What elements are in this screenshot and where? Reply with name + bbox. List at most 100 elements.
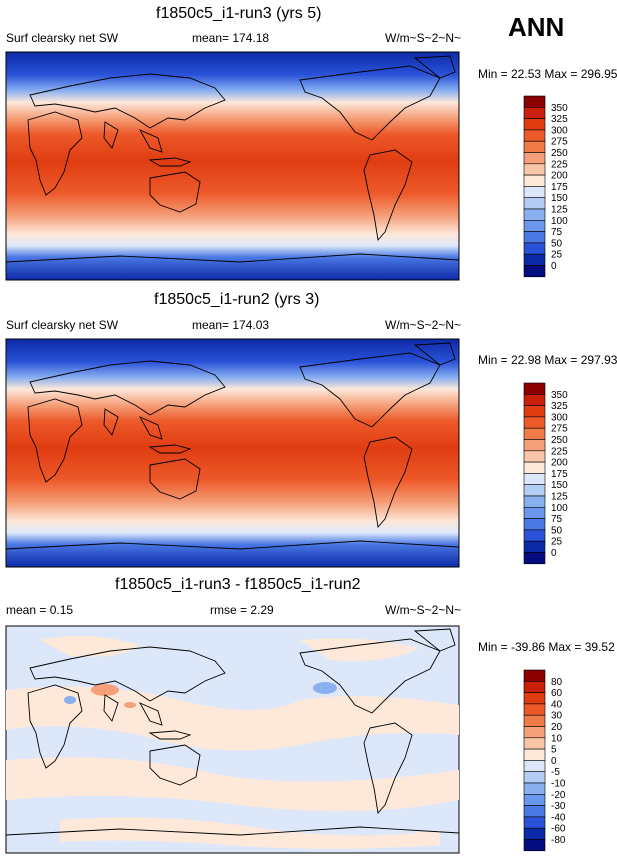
panel2-colorbar-tick-label: 25 [551,537,563,548]
panel1-colorbar-box [523,242,546,255]
panel1-colorbar-tick-label: 275 [551,137,568,148]
panel3-colorbar-box [523,793,546,806]
panel3-colorbar-box [523,805,546,818]
panel2-colorbar-box [523,495,546,508]
panel2-colorbar-tick-label: 0 [551,548,557,559]
panel3-colorbar-box [523,816,546,829]
panel3-colorbar-box [523,839,546,852]
panel1-colorbar-tick-label: 325 [551,114,568,125]
panel1-colorbar-tick-label: 75 [551,227,563,238]
panel1-colorbar-box [523,220,546,232]
panel2-colorbar-tick-label: 325 [551,401,568,412]
panel3-colorbar-box [523,771,546,784]
panel2-colorbar-box [523,529,546,542]
panel3-minmax: Min = -39.86 Max = 39.52 [478,640,615,654]
panel2-colorbar-box [523,439,546,452]
panel2-coastlines [5,342,460,550]
panel2-colorbar-box [523,427,546,440]
panel1-title: f1850c5_i1-run3 (yrs 5) [156,5,322,22]
panel1-colorbar-tick-label: 250 [551,148,568,159]
panel1-colorbar-box [523,186,546,198]
panel2-colorbar-box [523,473,546,485]
colorbars: 3503253002752502252001751501251007550250… [523,95,568,852]
panel3-colorbar-box [523,726,546,739]
panel1-colorbar-box [523,118,546,131]
panel2-colorbar-tick-label: 200 [551,458,568,469]
panel2-colorbar-box [523,405,546,418]
panel3-colorbar-box [523,703,546,716]
panel3-positive-patches [6,636,459,849]
panel1-mean-label: mean= 174.18 [192,31,270,45]
panel3-colorbar-tick-label: 30 [551,711,563,722]
panel1-colorbar-tick-label: 300 [551,125,568,136]
panel2-mean-label: mean= 174.03 [192,318,270,332]
panel2-colorbar-tick-label: 250 [551,435,568,446]
panel2-colorbar-tick-label: 275 [551,424,568,435]
panel1-colorbar-box [523,129,546,142]
panel3-colorbar-box [523,680,546,693]
panel1-colorbar-box [523,95,546,108]
panel3-title: f1850c5_i1-run3 - f1850c5_i1-run2 [115,576,361,593]
panel1-colorbar-tick-label: 25 [551,250,563,261]
panel1-colorbar-box [523,253,546,266]
panel1-colorbar-box [523,174,546,187]
panel2-colorbar-box [523,461,546,474]
panel3-colorbar-tick-label: -5 [551,767,560,778]
panel1-units-label: W/m~S~2~N~ [385,31,462,45]
panel2-colorbar-tick-label: 225 [551,446,568,457]
panel3-colorbar-box [523,737,546,750]
panel3-colorbar-tick-label: -30 [551,801,566,812]
panel1-colorbar-tick-label: 50 [551,238,563,249]
panel2-colorbar-box [523,506,546,519]
panel1-colorbar-box [523,197,546,210]
panel1-coastlines [5,55,460,263]
panel1-colorbar-box [523,152,546,165]
panel2-colorbar-box [523,540,546,553]
panel2-colorbar-tick-label: 125 [551,492,568,503]
panel3-colorbar-box [523,827,546,840]
panel3-colorbar-tick-label: 20 [551,722,563,733]
panel1-map [5,51,460,281]
panel1-colorbar-tick-label: 100 [551,216,568,227]
panel2-minmax: Min = 22.98 Max = 297.93 [478,353,617,367]
panel2-colorbar-tick-label: 300 [551,412,568,423]
panel3-colorbar-tick-label: -20 [551,790,566,801]
panel1-colorbar-tick-label: 150 [551,193,568,204]
panel2-colorbar-tick-label: 75 [551,514,563,525]
panel2-colorbar-box [523,552,546,565]
panel1-colorbar-tick-label: 225 [551,159,568,170]
panel2-colorbar-box [523,450,546,463]
panel1-colorbar-box [523,140,546,153]
panel1-colorbar-tick-label: 200 [551,171,568,182]
panel3-colorbar-box [523,669,546,682]
panel1-colorbar-box [523,107,546,119]
panel2-colorbar-tick-label: 350 [551,390,568,401]
panel1-colorbar-box [523,231,546,244]
panel2-colorbar-box [523,382,546,395]
panel3-colorbar-tick-label: 10 [551,733,563,744]
panel2-colorbar-box [523,416,546,429]
panel3-colorbar-box [523,748,546,761]
panel3-strong-anomalies [64,682,337,708]
panel3-rmse-label: rmse = 2.29 [210,603,274,617]
panel2-colorbar-box [523,518,546,531]
panel2-colorbar-tick-label: 175 [551,469,568,480]
panel3-colorbar-tick-label: 0 [551,756,557,767]
season-label: ANN [508,12,565,42]
panel3-colorbar-tick-label: -60 [551,824,566,835]
panel3-mean-label: mean = 0.15 [6,603,74,617]
panel3-colorbar-box [523,692,546,705]
panel2-map [5,338,460,568]
panel3-coastlines [5,628,460,836]
panel2-colorbar-tick-label: 50 [551,525,563,536]
panel1-colorbar-box [523,163,546,176]
panel3-colorbar-box [523,714,546,727]
panel3-colorbar-tick-label: -80 [551,835,566,846]
panel3-colorbar-tick-label: -40 [551,812,566,823]
panel2-colorbar-tick-label: 150 [551,480,568,491]
panel3-colorbar-tick-label: 40 [551,699,563,710]
panel1-minmax: Min = 22.53 Max = 296.95 [478,67,617,81]
panel1-colorbar-tick-label: 0 [551,261,557,272]
panel1-variable-label: Surf clearsky net SW [6,31,119,45]
panel3-colorbar-tick-label: 5 [551,745,557,756]
